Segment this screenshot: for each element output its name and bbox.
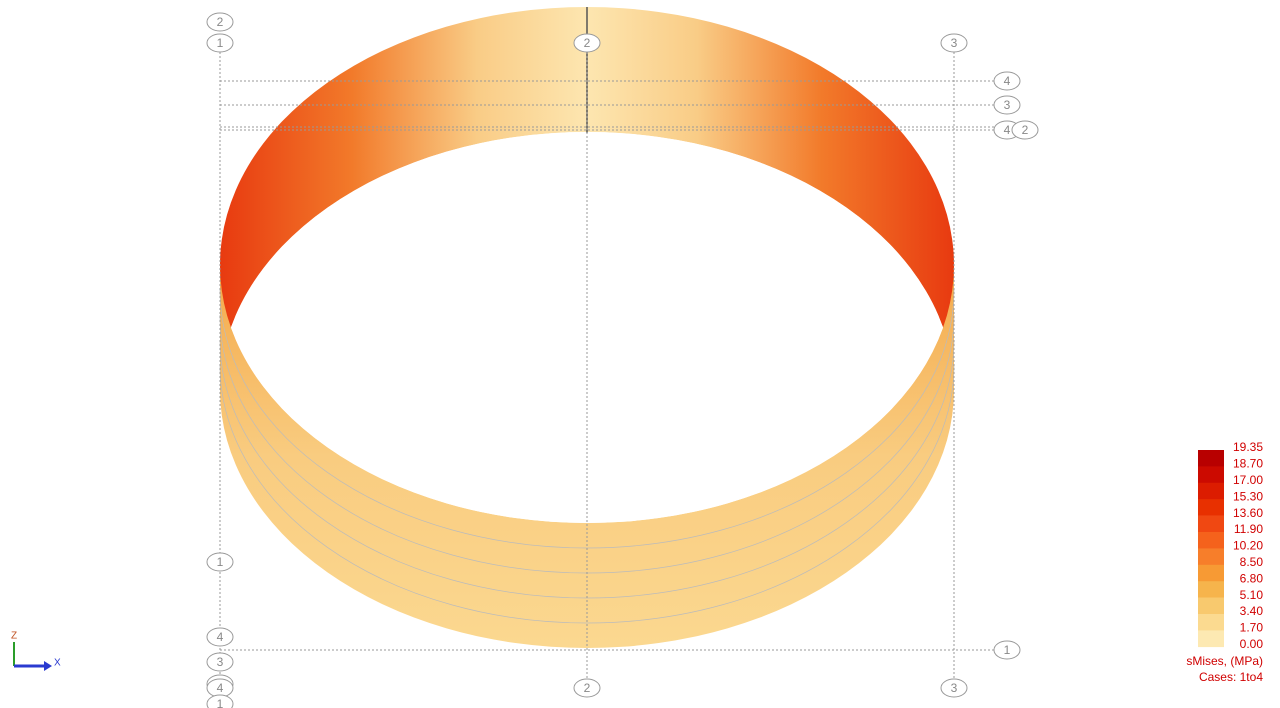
legend-title: sMises, (MPa) <box>1186 654 1263 668</box>
grid-label: 4 <box>1004 74 1011 88</box>
grid-label: 3 <box>951 36 958 50</box>
grid-label: 1 <box>1004 643 1011 657</box>
legend-label: 1.70 <box>1240 621 1264 635</box>
legend-cases: Cases: 1to4 <box>1199 670 1263 684</box>
legend-label: 6.80 <box>1240 571 1264 585</box>
grid-label: 4 <box>217 630 224 644</box>
legend-swatch <box>1198 516 1224 533</box>
grid-label: 3 <box>1004 98 1011 112</box>
legend-swatch <box>1198 466 1224 483</box>
legend-swatch <box>1198 483 1224 500</box>
legend-label: 15.30 <box>1233 489 1263 503</box>
legend-swatch <box>1198 598 1224 615</box>
viewport: Z X 2123434214324112319.3518.7017.0015.3… <box>0 0 1280 708</box>
legend-label: 5.10 <box>1240 588 1264 602</box>
legend-swatch <box>1198 565 1224 582</box>
legend-label: 3.40 <box>1240 604 1264 618</box>
grid-label: 4 <box>217 681 224 695</box>
legend-label: 0.00 <box>1240 637 1264 651</box>
grid-label: 2 <box>584 36 591 50</box>
legend-label: 17.00 <box>1233 473 1263 487</box>
legend-label: 11.90 <box>1234 522 1263 536</box>
legend-swatch <box>1198 532 1224 549</box>
legend-label: 8.50 <box>1240 555 1264 569</box>
legend-swatch <box>1198 581 1224 598</box>
legend-label: 18.70 <box>1233 457 1263 471</box>
legend-swatch <box>1198 548 1224 565</box>
legend-swatch <box>1198 499 1224 516</box>
legend-swatch <box>1198 630 1224 647</box>
legend-label: 19.35 <box>1233 440 1263 454</box>
grid-label: 3 <box>951 681 958 695</box>
legend-swatch <box>1198 450 1224 467</box>
grid-label: 4 <box>1004 123 1011 137</box>
legend-label: 13.60 <box>1233 506 1263 520</box>
legend-label: 10.20 <box>1233 539 1263 553</box>
grid-label: 2 <box>1022 123 1029 137</box>
axis-label: X <box>54 658 61 669</box>
legend-swatch <box>1198 614 1224 631</box>
grid-label: 1 <box>217 555 224 569</box>
grid-label: 1 <box>217 36 224 50</box>
axis-label: Z <box>11 631 17 642</box>
grid-label: 1 <box>217 697 224 708</box>
grid-label: 2 <box>584 681 591 695</box>
grid-label: 3 <box>217 655 224 669</box>
axis-triad: Z X <box>11 631 61 671</box>
grid-label: 2 <box>217 15 224 29</box>
